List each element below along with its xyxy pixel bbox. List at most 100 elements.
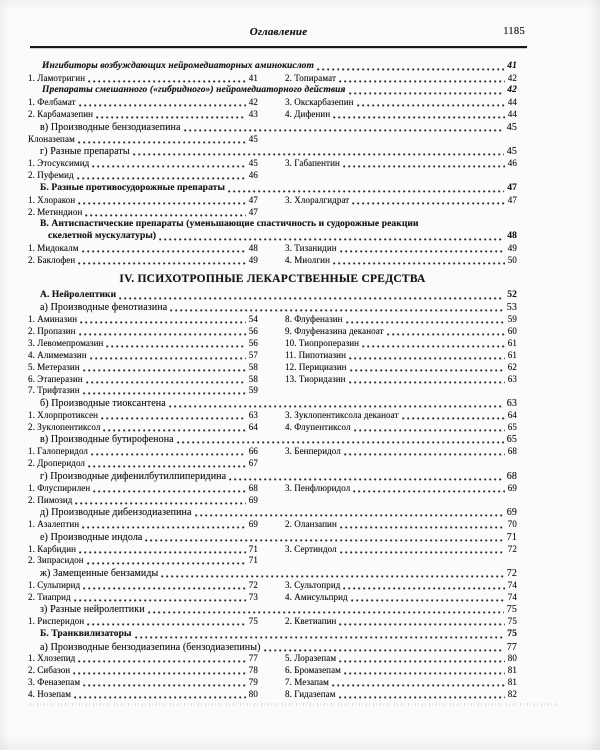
entry-label: 2. Тиаприд (28, 591, 71, 602)
entry-label: Клоназепам (28, 133, 75, 144)
dot-leader (147, 610, 504, 615)
toc-heading-row: з) Разные нейролептики 75 (28, 603, 517, 616)
toc-heading-row: Препараты смешанного («гибридного») нейр… (28, 84, 517, 96)
toc-entry-row: 1. Аминазин 54 8. Флуфеназин 59 (28, 313, 517, 325)
toc-entry-row: 1. Хлозепид 77 5. Лоразепам 80 (28, 653, 517, 665)
toc-entry: 4. Флупентиксол 65 (285, 422, 517, 433)
dot-leader (78, 332, 246, 337)
dot-leader (183, 127, 504, 132)
toc-heading-row: А. Нейролептики 52 (28, 288, 517, 301)
dot-leader (79, 549, 246, 554)
dot-leader (349, 355, 505, 360)
dot-leader (82, 367, 246, 372)
toc-heading-row: Б. Разные противосудорожные препараты 47 (28, 181, 517, 194)
entry-page-number: 62 (507, 361, 517, 372)
entry-label: 10. Тиопроперазин (285, 337, 360, 348)
entry-label: 3. Хлоралгидрат (285, 194, 350, 205)
dot-leader (78, 659, 246, 664)
toc-entry: 4. Миолгин 50 (285, 255, 517, 266)
entry-page-number: 77 (506, 641, 517, 653)
dot-leader (132, 152, 504, 157)
toc-entry: 5. Лоразепам 80 (285, 653, 517, 664)
entry-page-number: 68 (507, 446, 517, 457)
dot-leader (353, 427, 505, 432)
dot-leader (103, 427, 246, 432)
toc-entry: 1. Галоперидол 66 (28, 446, 258, 457)
entry-label: 4. Амисульприд (285, 591, 348, 602)
toc-entry-row: 1. Хлорпротиксен 63 3. Зуклопентиксола дек… (28, 409, 517, 421)
entry-page-number: 71 (248, 555, 258, 566)
entry-label: 2. Метиндион (28, 206, 83, 217)
toc-entry-row: 2. Баклофен 49 4. Миолгин 50 (28, 254, 517, 266)
dot-leader (134, 634, 505, 639)
entry-label: 3. Тизанидин (285, 243, 337, 254)
toc-entry: 3. Хлоралгидрат 47 (285, 195, 517, 206)
toc-entry: 3. Зуклопентиксола деканоат 64 (285, 410, 517, 421)
toc-entry: 3. Сертиндол 72 (285, 544, 517, 555)
entry-label: 1. Ламотригин (28, 73, 86, 84)
dot-leader (78, 261, 246, 266)
entry-page-number: 75 (507, 628, 517, 639)
entry-page-number: 58 (248, 373, 258, 384)
entry-page-number: 73 (248, 591, 258, 602)
toc-heading-row: Ингибиторы возбуждающих нейромедиаторных… (28, 60, 517, 72)
toc-entry-row: 1. Мидокалм 48 3. Тизанидин 49 (28, 242, 517, 254)
entry-page-number: 69 (507, 482, 517, 493)
entry-page-number: 68 (506, 470, 517, 482)
scan-noise-artifact (30, 703, 558, 706)
heading-label: ж) Замещенные бензамиды (40, 568, 159, 580)
dot-leader (170, 308, 504, 313)
entry-page-number: 59 (248, 385, 258, 396)
dot-leader (339, 549, 505, 554)
toc-entry: 5. Метеразин 58 (28, 362, 258, 373)
dot-leader (343, 671, 505, 676)
entry-page-number: 52 (507, 289, 517, 300)
dot-leader (145, 537, 504, 542)
entry-label: 1. Этосуксимид (28, 158, 90, 169)
dot-leader (85, 379, 246, 384)
toc-entry: 1. Рисперидон 75 (28, 616, 258, 627)
entry-page-number: 45 (248, 133, 258, 144)
entry-label: 1. Галоперидол (28, 446, 89, 457)
dot-leader (317, 67, 505, 72)
toc-entry-row: 2. Тиаприд 73 4. Амисульприд 74 (28, 591, 517, 603)
dot-leader (348, 379, 505, 384)
entry-page-number: 46 (507, 158, 517, 169)
entry-page-number: 47 (507, 194, 517, 205)
heading-label: в) Производные бутирофенона (40, 434, 174, 446)
entry-page-number: 71 (248, 543, 258, 554)
toc-heading-row: скелетной мускулатуры) 48 (28, 230, 517, 242)
heading-label: Б. Транквилизаторы (40, 628, 132, 639)
entry-label: 4. Нозепам (28, 689, 72, 700)
dot-leader (227, 188, 505, 193)
entry-page-number: 49 (507, 243, 517, 254)
entry-page-number: 42 (507, 73, 517, 84)
heading-label: IV. ПСИХОТРОПНЫЕ ЛЕКАРСТВЕННЫЕ СРЕДСТВА (119, 273, 426, 286)
toc-entry: 9. Флуфеназина деканоат 60 (285, 326, 517, 337)
entry-page-number: 64 (248, 421, 258, 432)
entry-label: 2. Пропазин (28, 326, 76, 337)
entry-page-number: 42 (248, 97, 258, 108)
entry-label: 3. Бенперидол (285, 446, 341, 457)
toc-entry: 4. Амисульприд 74 (285, 592, 517, 603)
toc-entry-row: 1. Карбидин 71 3. Сертиндол 72 (28, 543, 517, 555)
toc-entry: 6. Бромазепам 81 (285, 665, 517, 676)
entry-label: 3. Сертиндол (285, 543, 337, 554)
dot-leader (74, 695, 246, 700)
toc-entry: 1. Хлозепид 77 (28, 653, 258, 664)
toc-entry: 3. Тизанидин 49 (285, 243, 517, 254)
entry-page-number: 78 (248, 665, 258, 676)
heading-label: А. Нейролептики (40, 289, 117, 300)
toc-entry-row: 5. Метеразин 58 12. Перициазин 62 (28, 361, 517, 373)
dot-leader (88, 464, 246, 469)
entry-page-number: 47 (248, 194, 258, 205)
heading-label: з) Разные нейролептики (40, 604, 145, 616)
dot-leader (339, 659, 505, 664)
dot-leader (352, 200, 505, 205)
dot-leader (338, 695, 505, 700)
entry-label: 6. Бромазепам (285, 665, 341, 676)
toc-heading-row: б) Производные тиоксантена 63 (28, 396, 517, 409)
table-of-contents: Ингибиторы возбуждающих нейромедиаторных… (28, 60, 517, 700)
heading-label: в) Производные бензодиазепина (40, 121, 181, 133)
toc-entry: 4. Дифенин 44 (285, 109, 517, 120)
